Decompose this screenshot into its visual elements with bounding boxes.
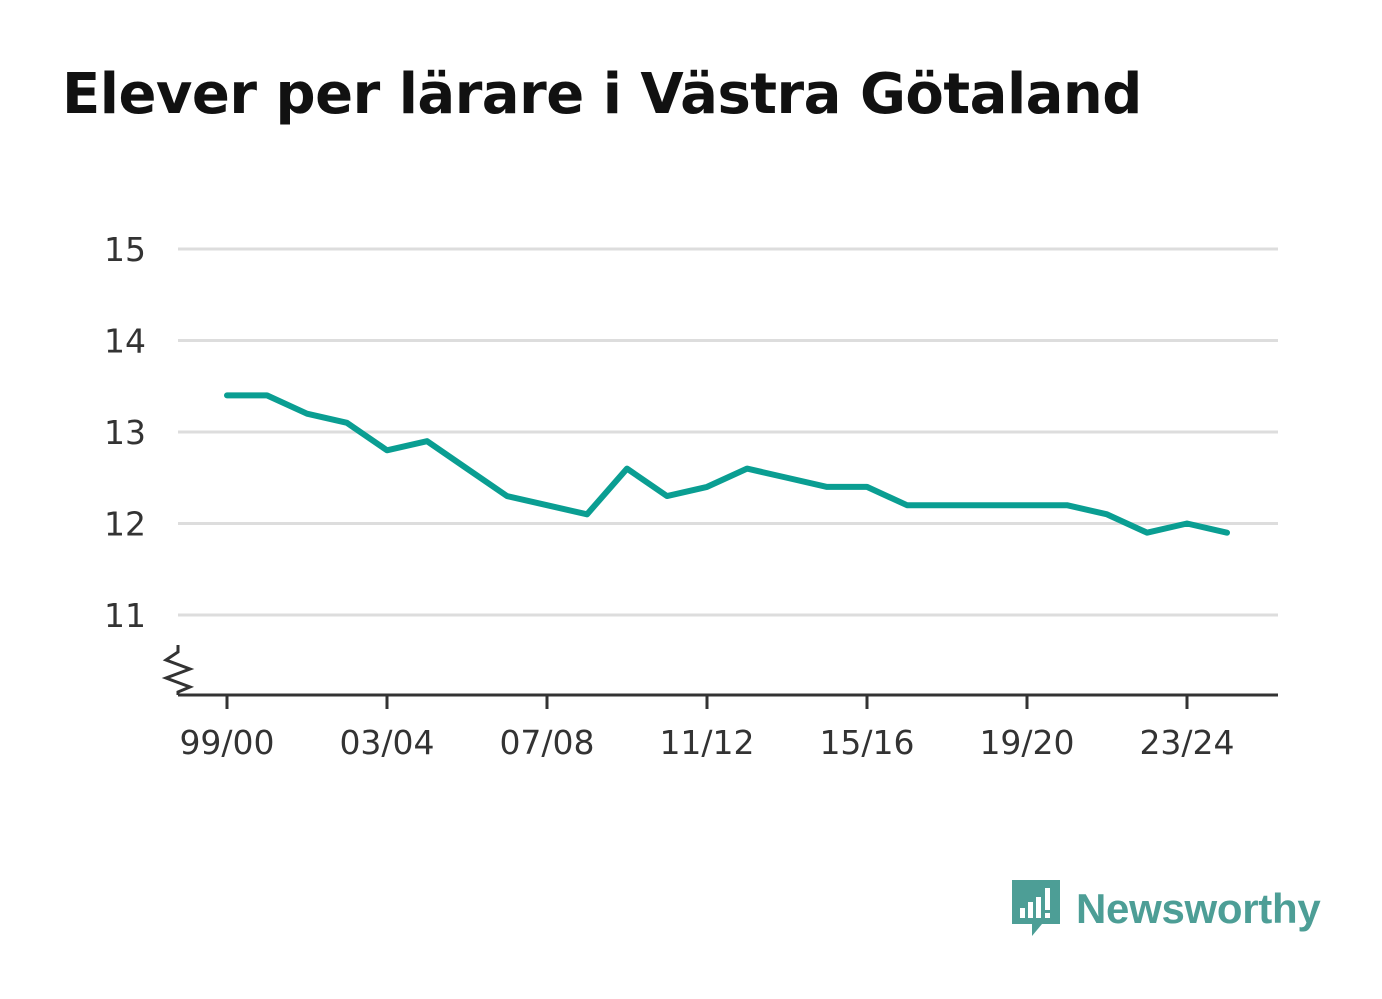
x-tick-label-99/00: 99/00: [179, 723, 274, 762]
chart-title: Elever per lärare i Västra Götaland: [62, 62, 1142, 127]
x-axis: [178, 693, 1278, 709]
gridlines: [178, 247, 1278, 617]
x-tick-label-15/16: 15/16: [819, 723, 914, 762]
axis-break-icon: [161, 645, 195, 695]
x-tick-label-03/04: 03/04: [339, 723, 434, 762]
y-tick-label-14: 14: [104, 322, 146, 361]
y-tick-label-13: 13: [104, 413, 146, 452]
x-tick-label-19/20: 19/20: [979, 723, 1074, 762]
newsworthy-logo-icon: [1012, 880, 1060, 936]
y-tick-label-15: 15: [104, 230, 146, 269]
x-tick-label-11/12: 11/12: [659, 723, 754, 762]
data-series: [224, 392, 1230, 536]
axis-break-zigzag: [161, 645, 195, 695]
x-tick-label-07/08: 07/08: [499, 723, 594, 762]
x-tick-labels: 99/00 03/04 07/08 11/12 15/16 19/20 23/24: [179, 723, 1234, 762]
brand-name: Newsworthy: [1076, 885, 1321, 932]
x-tick-label-23/24: 23/24: [1139, 723, 1234, 762]
series-line: [224, 392, 1230, 536]
y-tick-label-12: 12: [104, 505, 146, 544]
y-tick-label-11: 11: [104, 596, 146, 635]
y-tick-labels: 15 14 13 12 11: [104, 230, 146, 635]
newsworthy-brand: Newsworthy: [1010, 878, 1321, 940]
